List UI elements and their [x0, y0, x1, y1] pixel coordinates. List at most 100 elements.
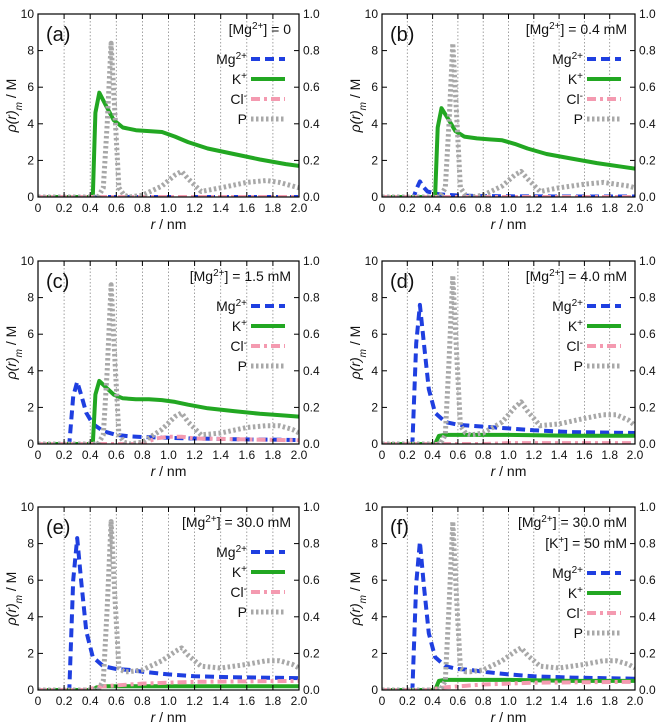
- y-tick-label-right: 0.2: [639, 153, 656, 167]
- y-tick-label-left: 6: [27, 327, 34, 341]
- y-tick-label-right: 0.0: [639, 683, 656, 697]
- x-tick-label: 1.6: [576, 201, 593, 215]
- y-tick-label-right: 0.6: [303, 327, 320, 341]
- y-tick-label-left: 2: [371, 646, 378, 660]
- x-tick-label: 0.6: [450, 201, 467, 215]
- chart-panel: 0 0.2 0.4 0.6 0.8 1.0 1.2 1.4 1.6 1.8 2.0 0 2 4 6 8 10 0.…: [3, 500, 320, 722]
- legend-label: Mg2+: [552, 298, 583, 315]
- x-tick-label: 0: [379, 448, 386, 462]
- y-tick-label-left: 4: [27, 610, 34, 624]
- y-tick-label-right: 0.4: [639, 610, 656, 624]
- x-tick-label: 1.0: [160, 448, 177, 462]
- x-tick-label: 1.8: [265, 448, 282, 462]
- series-line: [382, 679, 635, 690]
- x-tick-label: 1.4: [212, 201, 229, 215]
- y-tick-label-left: 6: [371, 80, 378, 94]
- y-tick-label-left: 0: [27, 190, 34, 204]
- y-tick-label-right: 0.0: [303, 190, 320, 204]
- series-line: [38, 40, 299, 197]
- x-tick-label: 0.4: [82, 201, 99, 215]
- legend-label: P: [238, 111, 247, 127]
- panel-label: (b): [390, 24, 414, 46]
- y-tick-label-right: 0.0: [303, 683, 320, 697]
- y-tick-label-left: 4: [371, 364, 378, 378]
- x-tick-label: 0.8: [134, 201, 151, 215]
- x-axis-label: r / nm: [491, 709, 527, 722]
- x-tick-label: 0.2: [56, 448, 73, 462]
- y-tick-label-right: 0.2: [639, 400, 656, 414]
- series-line: [382, 539, 635, 690]
- x-axis-label: r / nm: [151, 216, 187, 232]
- x-tick-label: 1.0: [500, 694, 517, 708]
- y-tick-label-right: 0.8: [639, 44, 656, 58]
- y-tick-label-left: 10: [365, 7, 379, 21]
- x-tick-label: 0.8: [475, 694, 492, 708]
- series-line: [382, 106, 635, 197]
- y-tick-label-left: 4: [371, 610, 378, 624]
- y-tick-label-left: 10: [365, 500, 379, 514]
- concentration-label: [Mg2+] = 0: [229, 21, 292, 38]
- legend-label: Cl-: [566, 91, 583, 108]
- y-tick-label-left: 0: [371, 437, 378, 451]
- y-tick-label-right: 0.6: [303, 80, 320, 94]
- y-tick-label-right: 0.0: [639, 190, 656, 204]
- series-line: [382, 302, 635, 444]
- x-tick-label: 1.4: [551, 448, 568, 462]
- x-tick-label: 0: [35, 201, 42, 215]
- x-tick-label: 1.8: [265, 694, 282, 708]
- x-tick-label: 1.2: [525, 694, 542, 708]
- y-tick-label-left: 2: [27, 153, 34, 167]
- y-tick-label-left: 0: [27, 683, 34, 697]
- x-tick-label: 0: [379, 201, 386, 215]
- legend-label: P: [574, 111, 583, 127]
- y-tick-label-right: 1.0: [639, 7, 656, 21]
- legend-label: K+: [568, 585, 583, 602]
- x-tick-label: 1.0: [160, 201, 177, 215]
- x-axis-label: r / nm: [151, 463, 187, 479]
- x-tick-label: 1.0: [160, 694, 177, 708]
- concentration-label: [K+] = 50 mM: [545, 535, 627, 552]
- y-tick-label-right: 0.8: [303, 44, 320, 58]
- concentration-label: [Mg2+] = 0.4 mM: [526, 21, 627, 38]
- x-tick-label: 0.6: [108, 201, 125, 215]
- x-axis-label: r / nm: [491, 463, 527, 479]
- series-line: [382, 40, 635, 197]
- y-axis-label: ρ(r)m / M: [3, 572, 25, 627]
- y-tick-label-left: 10: [21, 7, 35, 21]
- legend-label: Mg2+: [216, 298, 247, 315]
- x-tick-label: 0: [35, 448, 42, 462]
- chart-panel: 0 0.2 0.4 0.6 0.8 1.0 1.2 1.4 1.6 1.8 2.0 0 2 4 6 8 10 0.…: [347, 254, 656, 479]
- x-tick-label: 1.8: [601, 448, 618, 462]
- y-tick-label-right: 0.4: [303, 117, 320, 131]
- x-tick-label: 0: [379, 694, 386, 708]
- x-tick-label: 1.0: [500, 201, 517, 215]
- y-tick-label-right: 1.0: [303, 500, 320, 514]
- legend-label: Cl-: [230, 338, 247, 355]
- y-tick-label-right: 0.4: [303, 364, 320, 378]
- series-line: [382, 273, 635, 444]
- series-line: [382, 519, 635, 690]
- y-tick-label-right: 0.6: [639, 573, 656, 587]
- x-tick-label: 1.4: [551, 201, 568, 215]
- x-tick-label: 2.0: [291, 694, 308, 708]
- x-tick-label: 0: [35, 694, 42, 708]
- y-axis-label: ρ(r)m / M: [3, 326, 25, 381]
- y-axis-label: ρ(r)m / M: [347, 572, 369, 627]
- legend-label: Cl-: [566, 338, 583, 355]
- x-tick-label: 1.6: [238, 201, 255, 215]
- x-tick-label: 1.2: [525, 448, 542, 462]
- series-line: [38, 90, 299, 197]
- y-tick-label-right: 0.8: [303, 537, 320, 551]
- x-tick-label: 0.6: [450, 694, 467, 708]
- x-tick-label: 0.2: [399, 448, 416, 462]
- y-tick-label-right: 1.0: [303, 7, 320, 21]
- x-tick-label: 0.2: [399, 201, 416, 215]
- x-axis-label: r / nm: [151, 709, 187, 722]
- legend-label: K+: [232, 318, 247, 335]
- y-tick-label-left: 8: [27, 291, 34, 305]
- legend-label: K+: [568, 71, 583, 88]
- y-tick-label-right: 0.4: [639, 117, 656, 131]
- x-tick-label: 1.6: [576, 694, 593, 708]
- x-tick-label: 1.8: [601, 694, 618, 708]
